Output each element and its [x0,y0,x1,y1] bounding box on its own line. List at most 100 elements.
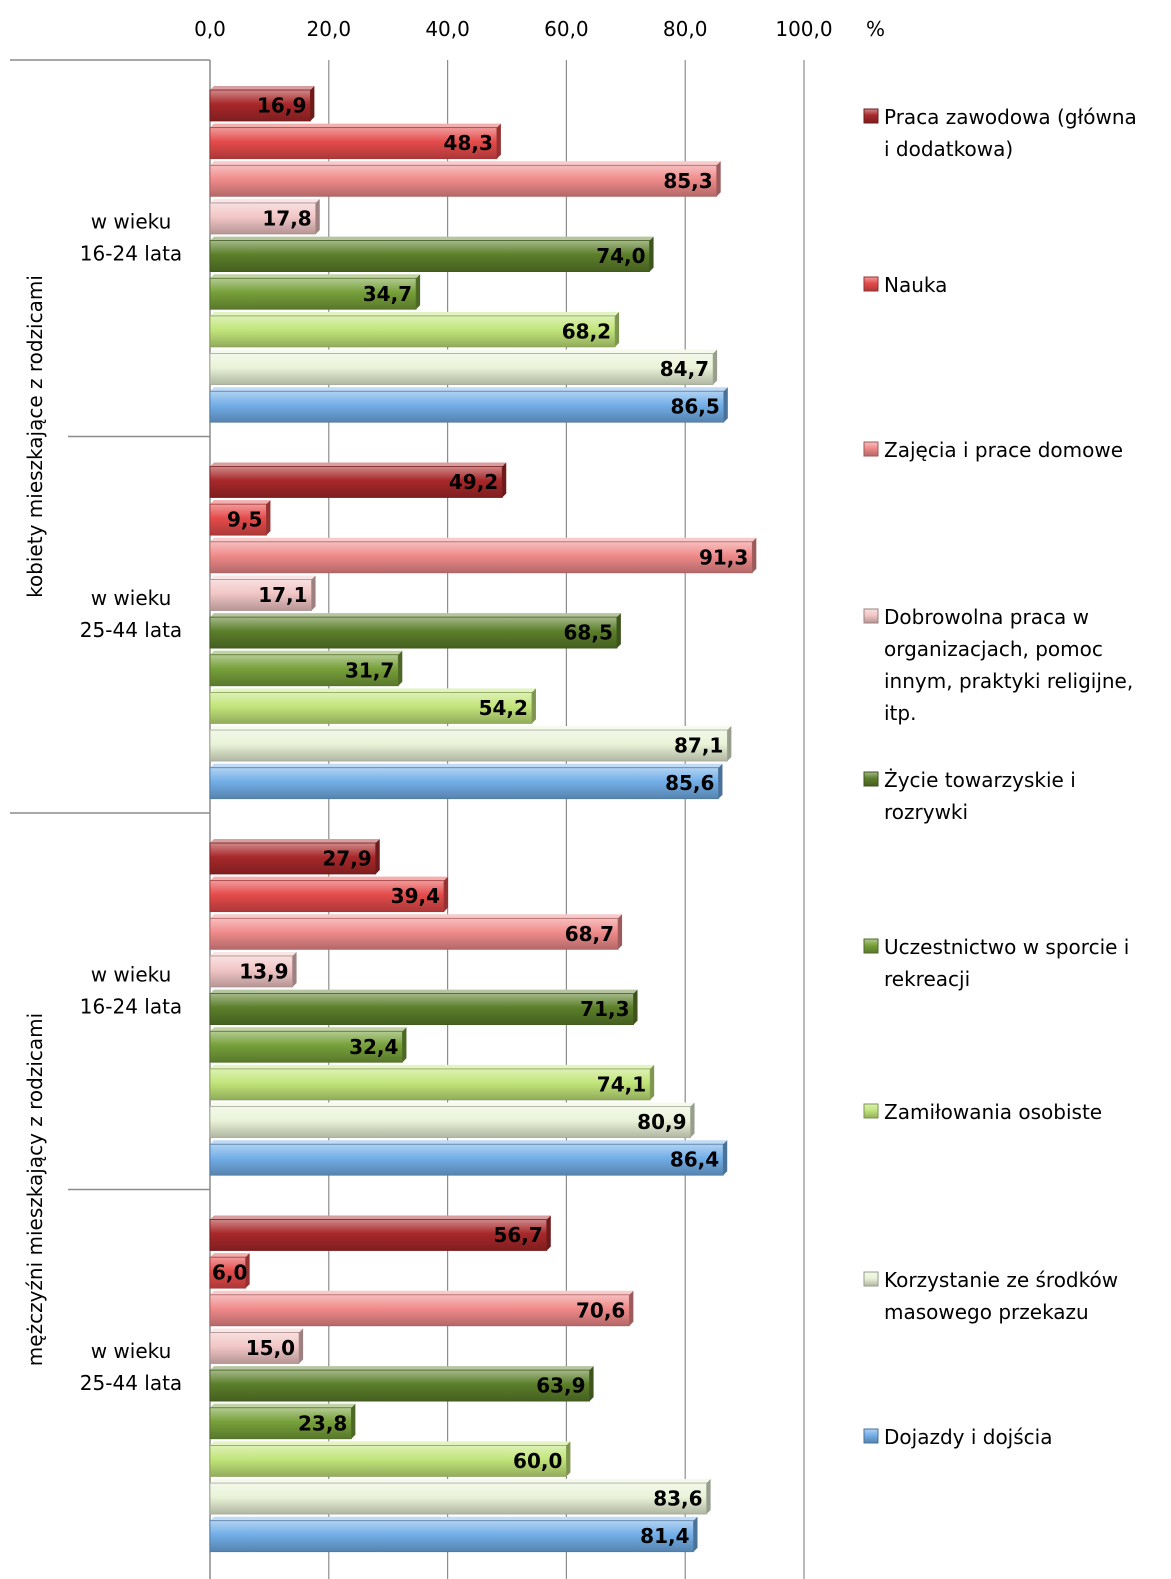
bar-side-face [706,1479,711,1515]
data-label: 48,3 [444,131,493,155]
legend-entry: masowego przekazu [884,1300,1089,1324]
bar-top-face [210,839,380,843]
bar [209,1294,630,1327]
bar-side-face [723,387,728,423]
x-tick-label: 20,0 [307,17,352,41]
data-label: 74,1 [597,1072,646,1096]
bar-side-face [266,500,271,536]
data-label: 86,5 [670,395,719,419]
bar-side-face [546,1215,551,1251]
bar-top-face [210,161,721,166]
legend-entry: Zajęcia i prace domowe [884,438,1123,462]
legend: Praca zawodowa (główna i dodatkowa) Nauka Z… [863,105,1137,1449]
data-label: 87,1 [674,734,723,758]
bar [209,579,312,611]
bar-top-face [210,198,320,203]
bar-top-face [210,1140,728,1145]
bar-side-face [693,1516,698,1552]
bar-side-face [402,1027,407,1063]
bar [209,767,719,800]
bar-side-face [292,951,297,987]
bar-side-face [718,763,723,799]
data-label: 31,7 [345,658,394,682]
bar-side-face [723,1140,728,1176]
bar-side-face [752,537,757,573]
bar [209,616,618,649]
bar-side-face [566,1441,571,1477]
bar [209,692,533,724]
bar-top-face [210,876,449,881]
bar [209,993,634,1025]
bar-top-face [210,1403,356,1408]
bar [209,917,619,950]
bar [209,240,650,273]
bar [209,1219,548,1251]
bar-top-face [210,1290,634,1295]
bar-top-face [210,236,654,241]
bar-top-face [210,387,728,392]
bar-side-face [690,1102,695,1138]
data-label: 68,7 [565,922,614,946]
bar-top-face [210,1215,551,1220]
legend-entry: Korzystanie ze środków [884,1268,1118,1292]
data-label: 27,9 [322,847,371,871]
bar-top-face [210,650,403,655]
x-tick-label: 80,0 [663,17,708,41]
bar [209,202,317,235]
bar-side-face [502,462,507,498]
unit-label: % [866,17,885,41]
bar [209,1482,707,1515]
legend-entry: i dodatkowa) [884,137,1013,161]
bar-top-face [210,726,732,731]
bar-side-face [589,1366,594,1402]
legend-entry: Dojazdy i dojścia [884,1425,1052,1449]
data-label: 85,6 [665,771,714,795]
legend-swatch [863,1428,879,1444]
bar-side-face [310,86,315,121]
data-label: 34,7 [363,282,412,306]
data-label: 68,5 [564,621,613,645]
bar [209,353,714,385]
bar [209,1256,247,1289]
legend-entry: rozrywki [884,800,968,824]
x-tick-label: 40,0 [425,17,470,41]
bar-top-face [210,1064,655,1069]
data-label: 63,9 [536,1374,585,1398]
bar [209,880,445,913]
legend-entry: Zamiłowania osobiste [884,1100,1102,1124]
bar [209,277,417,310]
bar-side-face [315,198,320,234]
data-label: 16,9 [257,94,306,118]
bar [209,315,616,348]
legend-swatch [863,938,879,954]
bar-side-face [531,688,536,724]
legend-swatch [863,276,879,292]
bar-side-face [716,161,721,197]
bar [209,503,267,536]
x-tick-label: 60,0 [544,17,589,41]
bar [209,729,728,762]
bar-side-face [649,236,654,272]
bar [209,1520,694,1553]
category-label: 25-44 lata [80,1371,182,1395]
bar-side-face [615,311,620,347]
data-label: 85,3 [663,169,712,193]
bar [209,1369,590,1402]
bar [209,1407,352,1440]
legend-swatch [863,108,879,124]
bar-top-face [210,1102,695,1107]
bar-top-face [210,86,315,90]
bar [209,955,293,988]
bar-side-face [351,1403,356,1439]
bar [209,654,399,687]
legend-swatch [863,1271,879,1287]
bar-top-face [210,1516,698,1521]
bar-side-face [299,1328,304,1364]
data-label: 9,5 [227,508,262,532]
bar-top-face [210,123,501,128]
bar-side-face [311,575,316,611]
bar-top-face [210,951,297,956]
data-label: 17,1 [258,583,307,607]
bar-side-face [398,650,403,686]
